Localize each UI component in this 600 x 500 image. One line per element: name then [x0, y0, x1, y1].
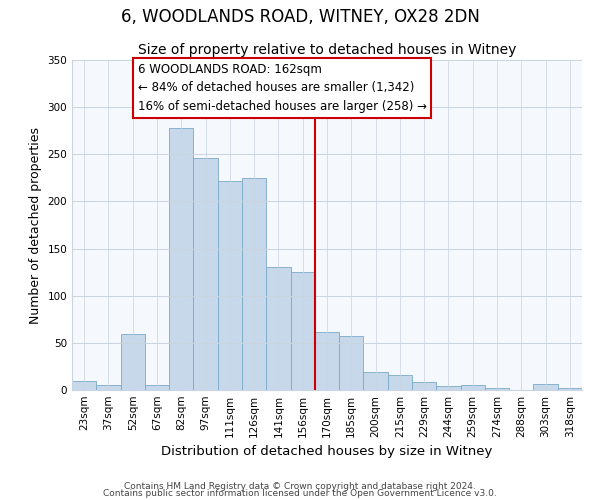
Bar	[364, 372, 388, 390]
Title: Size of property relative to detached houses in Witney: Size of property relative to detached ho…	[138, 44, 516, 58]
Bar	[412, 382, 436, 390]
Bar	[218, 180, 242, 390]
Bar	[121, 334, 145, 390]
Bar	[315, 332, 339, 390]
Bar	[96, 386, 121, 390]
Bar	[533, 384, 558, 390]
Bar	[242, 178, 266, 390]
Bar	[461, 386, 485, 390]
Bar	[266, 268, 290, 390]
Bar	[169, 128, 193, 390]
Bar	[339, 336, 364, 390]
Bar	[436, 386, 461, 390]
Bar	[558, 388, 582, 390]
Text: 6, WOODLANDS ROAD, WITNEY, OX28 2DN: 6, WOODLANDS ROAD, WITNEY, OX28 2DN	[121, 8, 479, 26]
Bar	[290, 272, 315, 390]
Text: Contains HM Land Registry data © Crown copyright and database right 2024.: Contains HM Land Registry data © Crown c…	[124, 482, 476, 491]
Text: 6 WOODLANDS ROAD: 162sqm
← 84% of detached houses are smaller (1,342)
16% of sem: 6 WOODLANDS ROAD: 162sqm ← 84% of detach…	[137, 63, 427, 113]
Text: Contains public sector information licensed under the Open Government Licence v3: Contains public sector information licen…	[103, 490, 497, 498]
Bar	[388, 375, 412, 390]
Y-axis label: Number of detached properties: Number of detached properties	[29, 126, 42, 324]
Bar	[193, 158, 218, 390]
X-axis label: Distribution of detached houses by size in Witney: Distribution of detached houses by size …	[161, 446, 493, 458]
Bar	[72, 380, 96, 390]
Bar	[145, 386, 169, 390]
Bar	[485, 388, 509, 390]
